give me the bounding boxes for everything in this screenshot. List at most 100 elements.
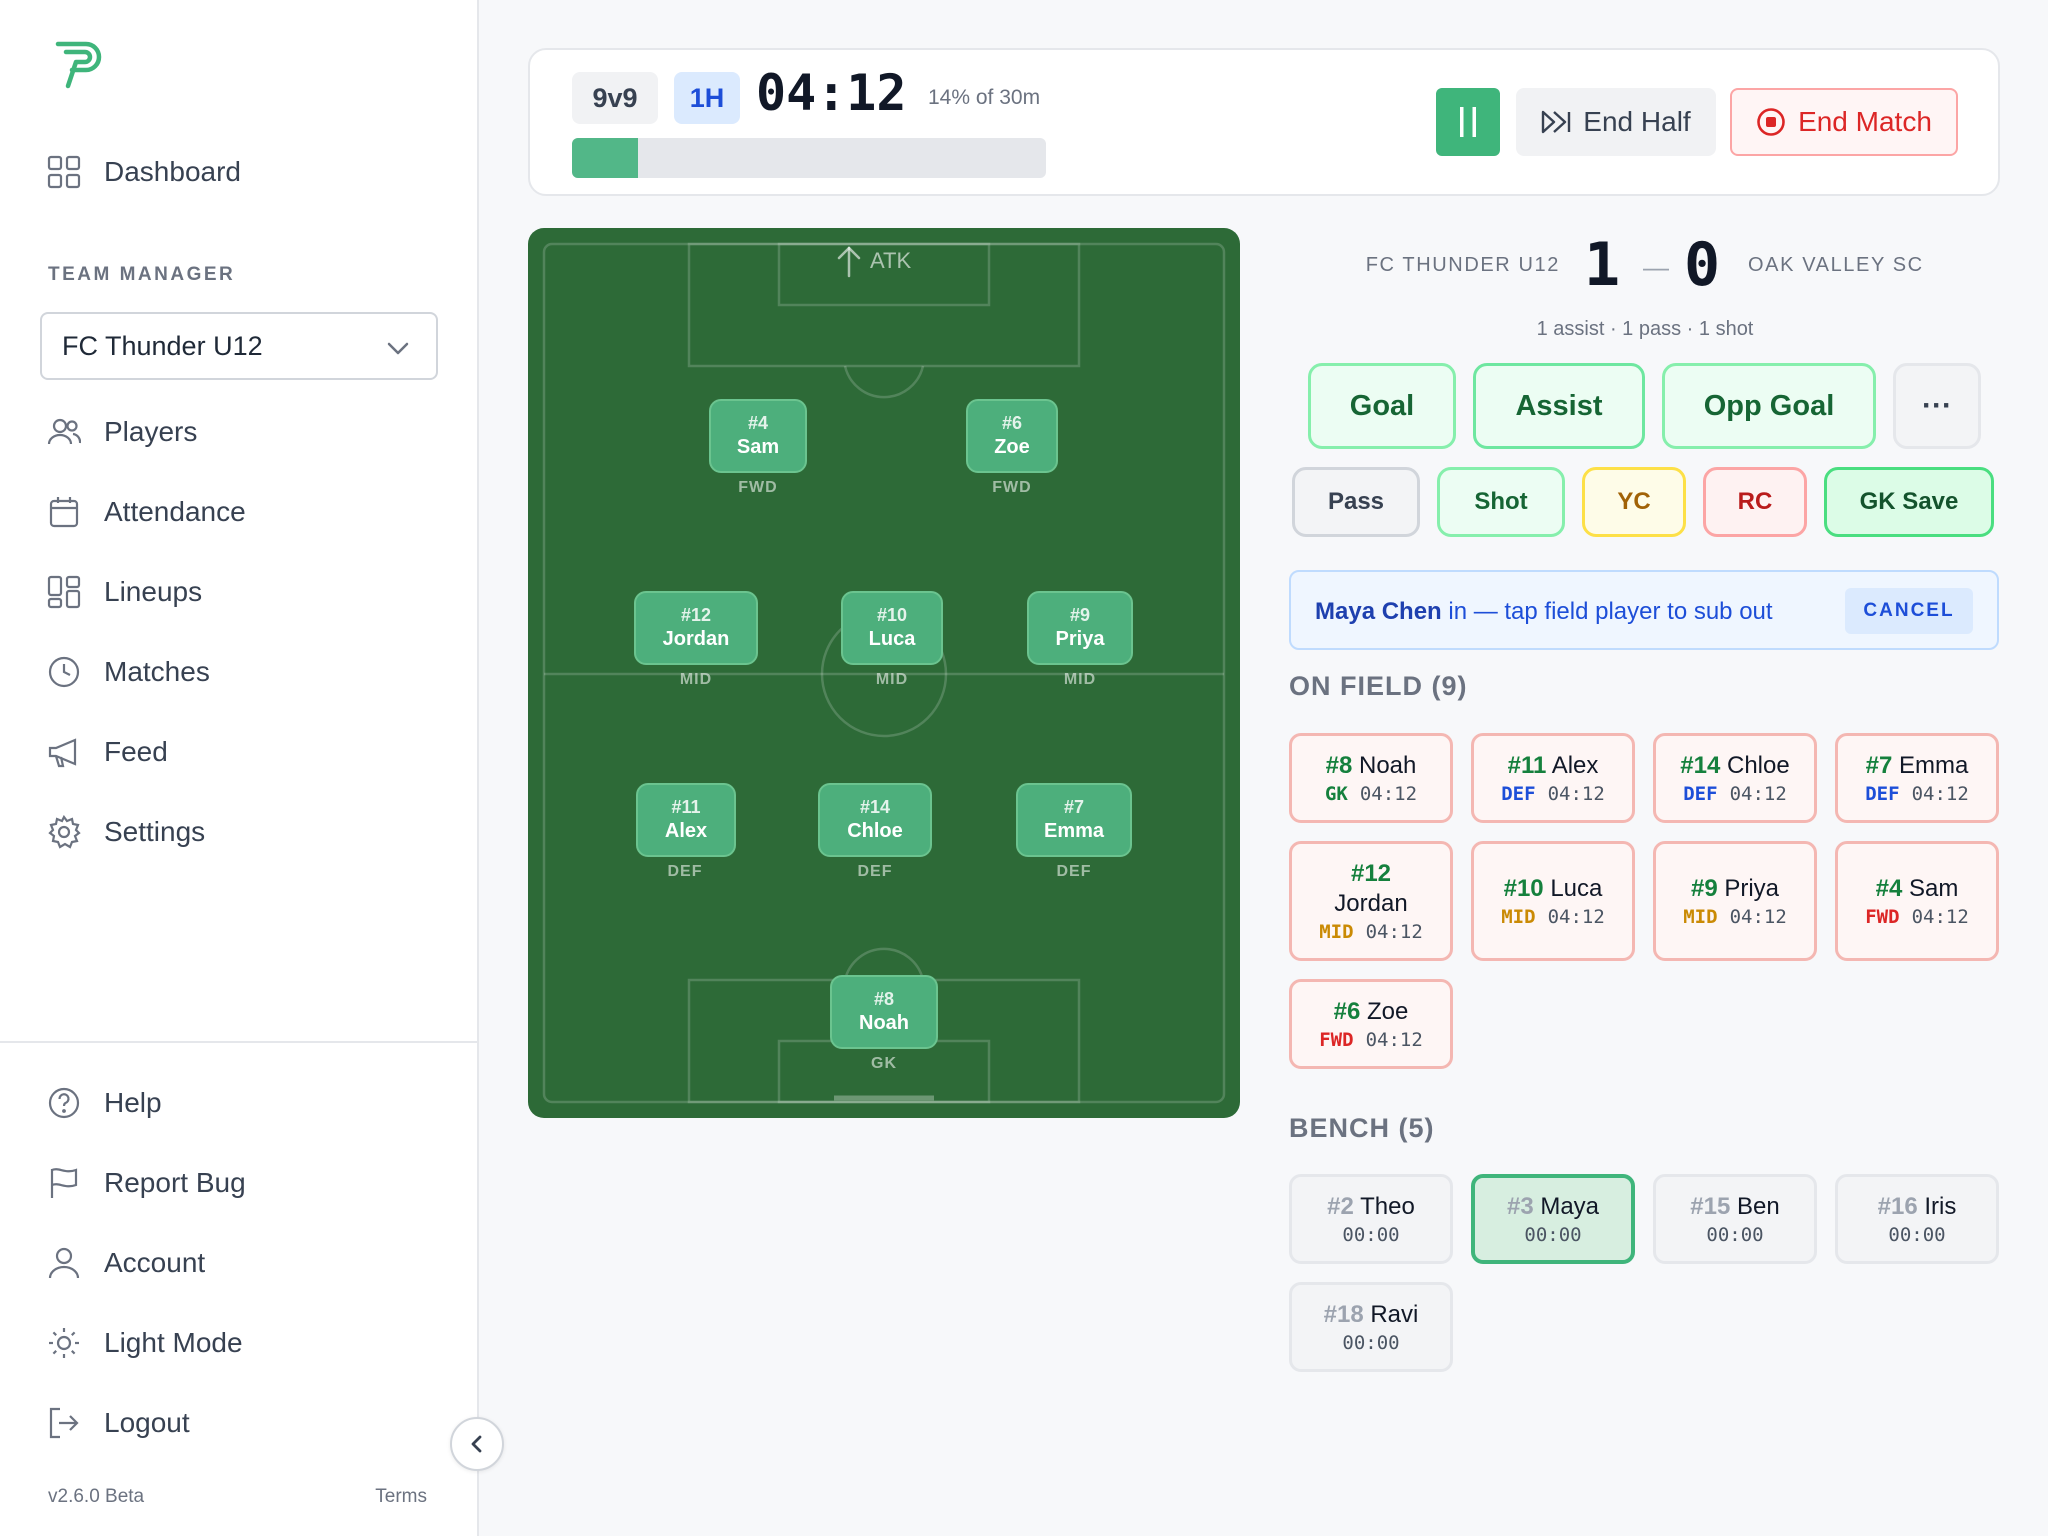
sidebar-item-label: Account xyxy=(104,1247,206,1278)
player-number: #8 xyxy=(873,989,895,1009)
on-field-card-noah[interactable]: #8 Noah GK 04:12 xyxy=(1289,733,1453,823)
fast-forward-icon xyxy=(1541,109,1571,135)
card-meta: FWD 04:12 xyxy=(1865,906,1969,928)
player-time: 00:00 xyxy=(1706,1224,1764,1246)
player-number: #4 xyxy=(747,413,769,433)
away-score: 0 xyxy=(1684,230,1721,300)
on-field-card-luca[interactable]: #10 Luca MID 04:12 xyxy=(1471,841,1635,961)
on-field-card-sam[interactable]: #4 Sam FWD 04:12 xyxy=(1835,841,1999,961)
sidebar-item-feed[interactable]: Feed xyxy=(44,724,444,780)
pitch-player-noah[interactable]: #8 Noah xyxy=(830,975,938,1049)
collapse-sidebar-button[interactable] xyxy=(450,1417,504,1471)
more-events-button[interactable]: ··· xyxy=(1893,363,1981,449)
sidebar-item-light-mode[interactable]: Light Mode xyxy=(44,1315,444,1371)
card-meta: MID 04:12 xyxy=(1683,906,1787,928)
player-number: #6 xyxy=(1333,998,1361,1025)
pause-icon xyxy=(1457,105,1479,139)
app-logo[interactable] xyxy=(52,36,108,92)
sidebar-item-settings[interactable]: Settings xyxy=(44,804,444,860)
sidebar-item-help[interactable]: Help xyxy=(44,1075,444,1131)
player-number: #2 xyxy=(1327,1193,1354,1220)
cancel-sub-button[interactable]: CANCEL xyxy=(1845,588,1973,634)
card-name-line: #16 Iris xyxy=(1878,1192,1957,1222)
sidebar-item-attendance[interactable]: Attendance xyxy=(44,484,444,540)
player-number: #7 xyxy=(1063,797,1085,817)
arrow-up-icon xyxy=(834,244,864,278)
users-icon xyxy=(44,412,84,452)
pass-button[interactable]: Pass xyxy=(1292,467,1420,537)
player-position: DEF xyxy=(1865,783,1900,805)
position-label: GK xyxy=(871,1055,897,1072)
player-name: Jordan xyxy=(662,628,730,650)
pitch-player-sam[interactable]: #4 Sam xyxy=(709,399,807,473)
card-meta: DEF 04:12 xyxy=(1501,783,1605,805)
player-number: #11 xyxy=(1507,752,1547,779)
pitch-player-alex[interactable]: #11 Alex xyxy=(636,783,736,857)
on-field-card-zoe[interactable]: #6 Zoe FWD 04:12 xyxy=(1289,979,1453,1069)
sidebar-item-account[interactable]: Account xyxy=(44,1235,444,1291)
player-number: #7 xyxy=(1865,752,1893,779)
on-field-card-chloe[interactable]: #14 Chloe DEF 04:12 xyxy=(1653,733,1817,823)
pitch-player-emma[interactable]: #7 Emma xyxy=(1016,783,1132,857)
on-field-card-jordan[interactable]: #12 Jordan MID 04:12 xyxy=(1289,841,1453,961)
goal-button[interactable]: Goal xyxy=(1308,363,1456,449)
pitch-player-luca[interactable]: #10 Luca xyxy=(841,591,943,665)
player-number: #9 xyxy=(1690,875,1718,902)
card-name-line: #12 Jordan xyxy=(1334,859,1407,919)
on-field-card-priya[interactable]: #9 Priya MID 04:12 xyxy=(1653,841,1817,961)
team-select-value: FC Thunder U12 xyxy=(62,330,263,361)
red-card-button[interactable]: RC xyxy=(1703,467,1807,537)
card-name-line: #18 Ravi xyxy=(1324,1300,1419,1330)
pitch-player-chloe[interactable]: #14 Chloe xyxy=(818,783,932,857)
sidebar-item-label: Dashboard xyxy=(104,156,241,187)
pitch-player-priya[interactable]: #9 Priya xyxy=(1027,591,1133,665)
player-number: #18 xyxy=(1323,1301,1364,1328)
sun-icon xyxy=(44,1323,84,1363)
gk-save-button[interactable]: GK Save xyxy=(1824,467,1994,537)
on-field-card-alex[interactable]: #11 Alex DEF 04:12 xyxy=(1471,733,1635,823)
player-position: MID xyxy=(1501,906,1536,928)
sidebar: Dashboard TEAM MANAGER FC Thunder U12 Pl… xyxy=(0,0,479,1536)
sidebar-item-lineups[interactable]: Lineups xyxy=(44,564,444,620)
sidebar-item-players[interactable]: Players xyxy=(44,404,444,460)
opp-goal-button[interactable]: Opp Goal xyxy=(1662,363,1876,449)
scoreboard: FC THUNDER U12 1 — 0 OAK VALLEY SC xyxy=(1290,226,2000,306)
match-progress-fill xyxy=(572,138,639,178)
end-match-button[interactable]: End Match xyxy=(1730,88,1958,156)
bench-card-ben[interactable]: #15 Ben 00:00 xyxy=(1653,1174,1817,1264)
bench-card-iris[interactable]: #16 Iris 00:00 xyxy=(1835,1174,1999,1264)
player-number: #16 xyxy=(1877,1193,1918,1220)
grid-icon xyxy=(44,152,84,192)
shot-button[interactable]: Shot xyxy=(1437,467,1565,537)
sidebar-item-dashboard[interactable]: Dashboard xyxy=(44,144,444,200)
terms-link[interactable]: Terms xyxy=(375,1486,427,1507)
sidebar-item-label: Report Bug xyxy=(104,1167,246,1198)
card-name-line: #9 Priya xyxy=(1691,874,1779,904)
pitch-player-zoe[interactable]: #6 Zoe xyxy=(966,399,1058,473)
card-meta: DEF 04:12 xyxy=(1683,783,1787,805)
card-meta: FWD 04:12 xyxy=(1319,1029,1423,1051)
sub-player-name: Maya Chen xyxy=(1315,598,1442,625)
sidebar-item-matches[interactable]: Matches xyxy=(44,644,444,700)
bench-card-theo[interactable]: #2 Theo 00:00 xyxy=(1289,1174,1453,1264)
player-number: #12 xyxy=(680,605,712,625)
position-label: DEF xyxy=(667,863,703,880)
sidebar-item-report-bug[interactable]: Report Bug xyxy=(44,1155,444,1211)
assist-button[interactable]: Assist xyxy=(1473,363,1645,449)
team-select[interactable]: FC Thunder U12 xyxy=(40,312,438,380)
bench-card-maya[interactable]: #3 Maya 00:00 xyxy=(1471,1174,1635,1264)
position-label: FWD xyxy=(738,479,778,496)
sidebar-item-label: Attendance xyxy=(104,496,246,527)
away-team-name: OAK VALLEY SC xyxy=(1748,254,1924,276)
card-meta: MID 04:12 xyxy=(1501,906,1605,928)
on-field-card-emma[interactable]: #7 Emma DEF 04:12 xyxy=(1835,733,1999,823)
bench-card-ravi[interactable]: #18 Ravi 00:00 xyxy=(1289,1282,1453,1372)
pitch-player-jordan[interactable]: #12 Jordan xyxy=(634,591,758,665)
yellow-card-button[interactable]: YC xyxy=(1582,467,1686,537)
player-time: 04:12 xyxy=(1729,783,1787,805)
sidebar-item-logout[interactable]: Logout xyxy=(44,1395,444,1451)
pause-button[interactable] xyxy=(1436,88,1500,156)
end-half-button[interactable]: End Half xyxy=(1516,88,1716,156)
player-position: MID xyxy=(1319,921,1354,943)
player-name: Alex xyxy=(1551,752,1599,779)
